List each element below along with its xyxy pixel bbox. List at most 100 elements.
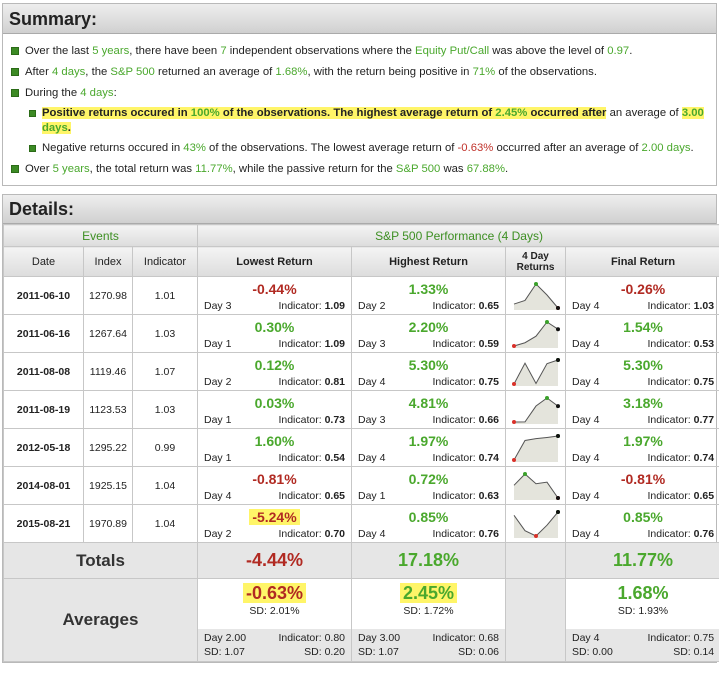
lowest-return-value: 0.30% (198, 317, 351, 337)
summary-item: Over the last 5 years, there have been 7… (9, 44, 710, 59)
event-index: 1295.22 (84, 429, 133, 467)
sparkline-max-point (545, 396, 549, 400)
summary-item: After 4 days, the S&P 500 returned an av… (9, 65, 710, 80)
lowest-return-value: -0.81% (198, 469, 351, 489)
bullet-icon (29, 110, 36, 117)
event-date: 2015-08-21 (4, 505, 84, 543)
sparkline-min-point (512, 382, 516, 386)
sparkline-cell (506, 467, 566, 505)
lowest-return-value: -5.24% (249, 509, 299, 525)
details-panel: Details: Events S&P 500 Performance (4 D… (2, 194, 717, 663)
sparkline-cell (506, 429, 566, 467)
highest-return-value: 4.81% (352, 393, 505, 413)
event-index: 1970.89 (84, 505, 133, 543)
summary-text: Negative returns occured in 43% of the o… (42, 141, 694, 156)
totals-label: Totals (4, 543, 198, 579)
event-index: 1267.64 (84, 315, 133, 353)
final-return-value: 5.30% (566, 355, 719, 375)
sparkline-chart (511, 471, 561, 501)
sparkline-min-point (534, 534, 538, 538)
details-header: Details: (3, 195, 716, 224)
col-header-index: Index (84, 247, 133, 277)
event-date: 2012-05-18 (4, 429, 84, 467)
sparkline-max-point (534, 282, 538, 286)
bullet-icon (29, 145, 36, 152)
highest-return-value: 0.85% (352, 507, 505, 527)
sparkline-area (514, 398, 558, 424)
bullet-icon (11, 68, 19, 76)
group-header-performance: S&P 500 Performance (4 Days) (198, 225, 719, 247)
group-header-events: Events (4, 225, 198, 247)
col-header-highest-return: Highest Return (352, 247, 506, 277)
event-indicator: 1.01 (133, 277, 198, 315)
lowest-return-value: 0.12% (198, 355, 351, 375)
final-return-value: 1.54% (566, 317, 719, 337)
final-return-value: 3.18% (566, 393, 719, 413)
col-header-indicator: Indicator (133, 247, 198, 277)
final-return-value: -0.81% (566, 469, 719, 489)
summary-text: During the 4 days: (25, 86, 117, 101)
sparkline-cell (506, 277, 566, 315)
sparkline-max-point (545, 320, 549, 324)
sparkline-last-point (556, 404, 560, 408)
averages-label: Averages (4, 579, 198, 662)
sparkline-min-point (512, 420, 516, 424)
final-return-value: -0.26% (566, 279, 719, 299)
sparkline-min-point (512, 344, 516, 348)
final-return-value: 1.97% (566, 431, 719, 451)
highest-return-value: 0.72% (352, 469, 505, 489)
bullet-icon (11, 89, 19, 97)
event-indicator: 1.04 (133, 505, 198, 543)
bullet-icon (11, 47, 19, 55)
col-header-lowest-return: Lowest Return (198, 247, 352, 277)
sparkline-last-point (556, 358, 560, 362)
sparkline-last-point (556, 434, 560, 438)
col-header-4day-returns: 4 Day Returns (506, 247, 566, 277)
event-date: 2014-08-01 (4, 467, 84, 505)
event-indicator: 1.03 (133, 315, 198, 353)
sparkline-chart (511, 319, 561, 349)
sparkline-last-point (556, 306, 560, 310)
averages-highest-value: 2.45% (400, 583, 457, 603)
summary-item: During the 4 days: (9, 86, 710, 101)
details-table: Events S&P 500 Performance (4 Days) Date… (3, 224, 719, 662)
sparkline-max-point (523, 472, 527, 476)
totals-lowest: -4.44% (198, 543, 352, 579)
bullet-icon (11, 165, 19, 173)
col-header-date: Date (4, 247, 84, 277)
summary-panel: Summary: Over the last 5 years, there ha… (2, 3, 717, 186)
summary-text: Over the last 5 years, there have been 7… (25, 44, 632, 59)
event-index: 1270.98 (84, 277, 133, 315)
lowest-return-value: -0.44% (198, 279, 351, 299)
final-return-value: 0.85% (566, 507, 719, 527)
sparkline-cell (506, 391, 566, 429)
sparkline-area (514, 360, 558, 386)
summary-text: Positive returns occured in 100% of the … (42, 106, 710, 136)
totals-row: Totals -4.44% 17.18% 11.77% (4, 543, 719, 579)
sparkline-last-point (556, 496, 560, 500)
summary-text: After 4 days, the S&P 500 returned an av… (25, 65, 597, 80)
